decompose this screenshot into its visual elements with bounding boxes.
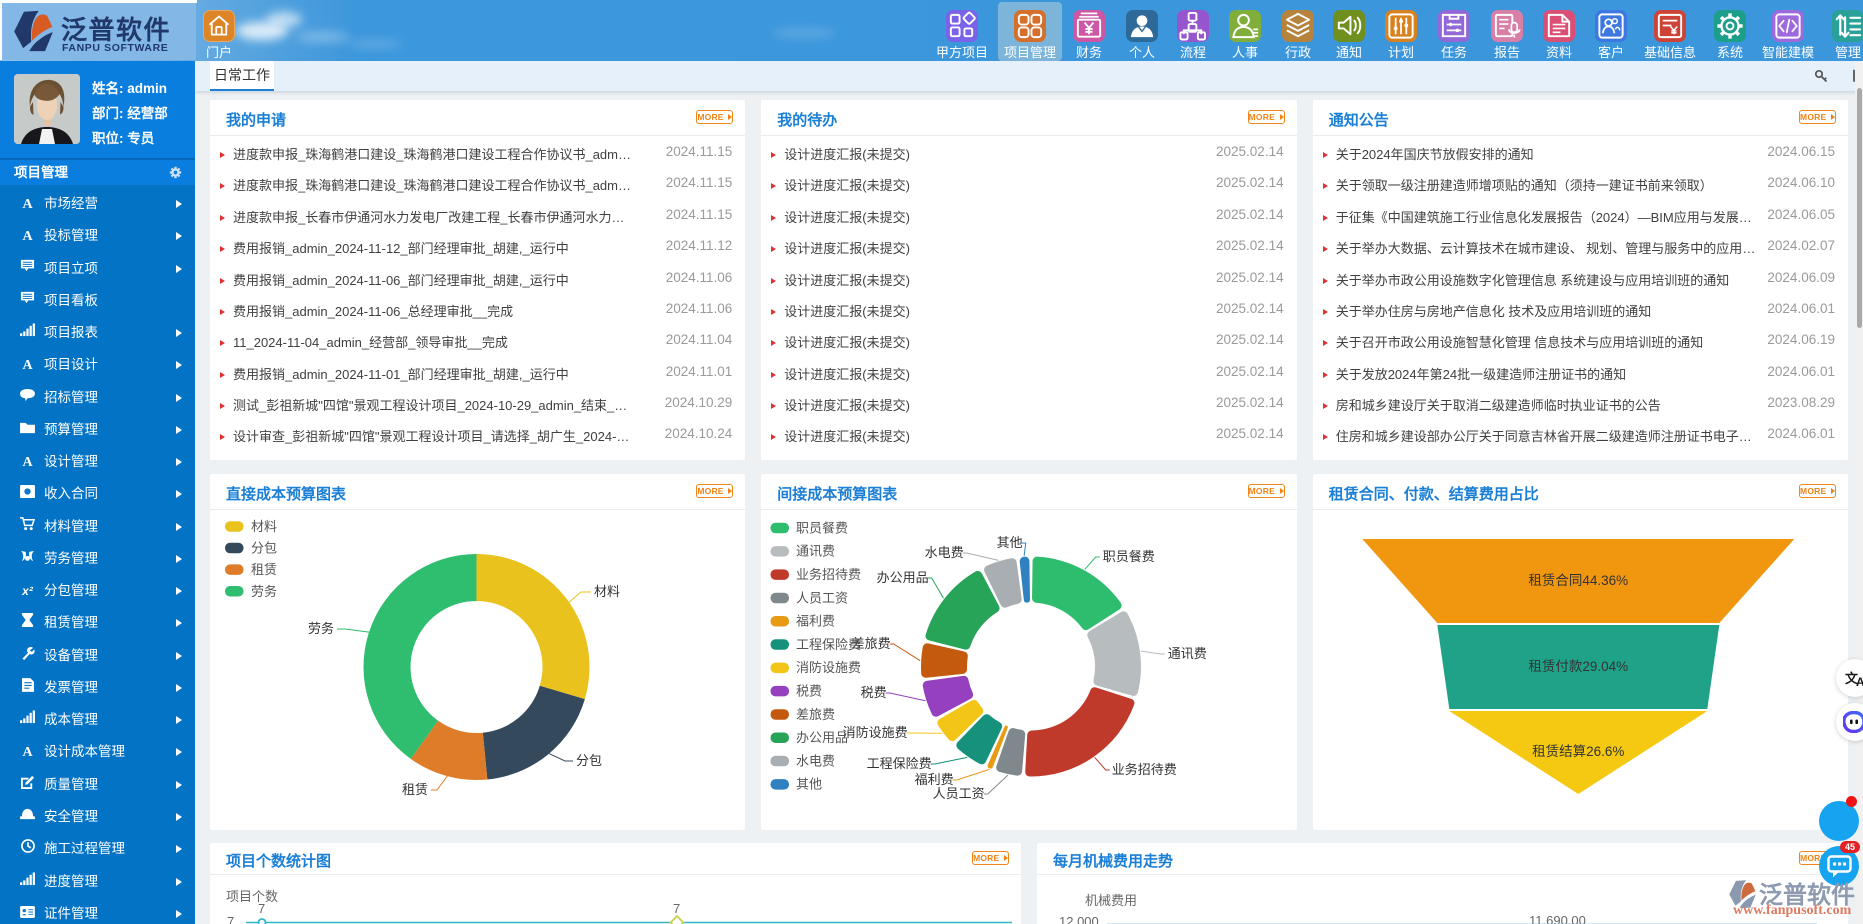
- svg-text:通讯费: 通讯费: [796, 544, 835, 559]
- svg-text:水电费: 水电费: [796, 753, 835, 768]
- svg-text:办公用品: 办公用品: [796, 730, 848, 745]
- svg-text:材料: 材料: [251, 519, 277, 534]
- svg-text:水电费: 水电费: [925, 545, 964, 560]
- svg-text:办公用品: 办公用品: [877, 570, 929, 585]
- svg-text:租赁付款29.04%: 租赁付款29.04%: [1528, 659, 1628, 674]
- svg-text:其他: 其他: [997, 535, 1023, 550]
- svg-text:差旅费: 差旅费: [796, 707, 835, 722]
- svg-text:租赁合同44.36%: 租赁合同44.36%: [1528, 573, 1628, 588]
- svg-text:租赁: 租赁: [251, 562, 277, 577]
- svg-text:劳务: 劳务: [308, 621, 334, 636]
- svg-text:人员工资: 人员工资: [933, 786, 985, 801]
- svg-text:消防设施费: 消防设施费: [796, 660, 861, 675]
- svg-text:福利费: 福利费: [796, 614, 835, 629]
- svg-text:职员餐费: 职员餐费: [796, 520, 848, 535]
- svg-text:材料: 材料: [594, 584, 620, 599]
- svg-text:人员工资: 人员工资: [796, 590, 848, 605]
- svg-text:税费: 税费: [861, 685, 887, 700]
- svg-text:租赁结算26.6%: 租赁结算26.6%: [1532, 744, 1624, 759]
- svg-text:劳务: 劳务: [251, 584, 277, 599]
- svg-text:职员餐费: 职员餐费: [1103, 549, 1155, 564]
- svg-text:税费: 税费: [796, 684, 822, 699]
- svg-text:业务招待费: 业务招待费: [1112, 762, 1177, 777]
- svg-text:福利费: 福利费: [915, 772, 954, 787]
- svg-text:通讯费: 通讯费: [1168, 646, 1207, 661]
- svg-text:工程保险费: 工程保险费: [867, 756, 932, 771]
- svg-text:分包: 分包: [576, 753, 602, 768]
- svg-text:分包: 分包: [251, 541, 277, 556]
- svg-text:其他: 其他: [796, 777, 822, 792]
- svg-text:差旅费: 差旅费: [852, 636, 891, 651]
- svg-text:消防设施费: 消防设施费: [843, 725, 908, 740]
- svg-text:工程保险费: 工程保险费: [796, 637, 861, 652]
- svg-text:业务招待费: 业务招待费: [796, 567, 861, 582]
- svg-text:租赁: 租赁: [402, 782, 428, 797]
